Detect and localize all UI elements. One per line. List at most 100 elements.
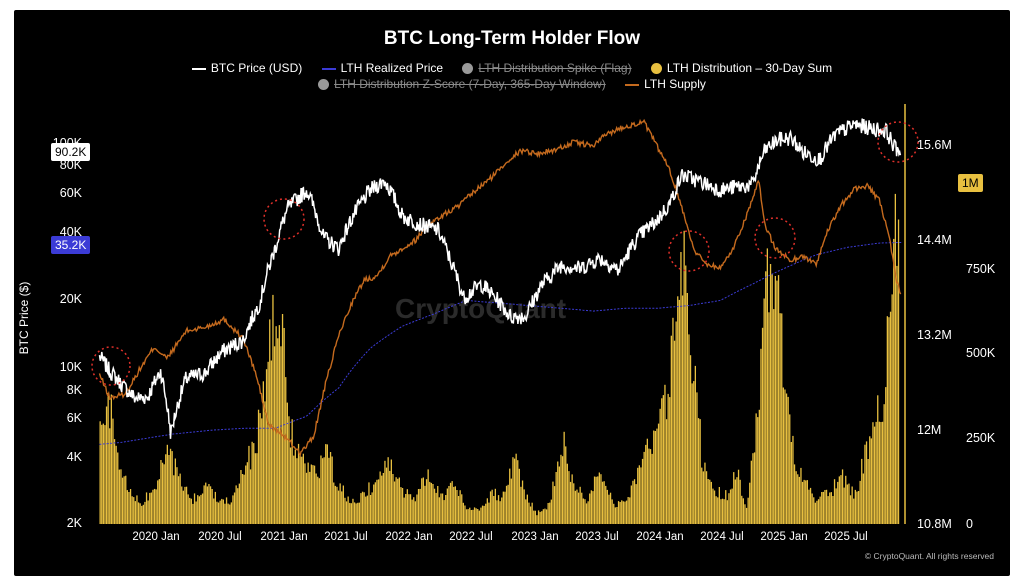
distribution-bar	[598, 472, 600, 524]
distribution-bar	[181, 486, 183, 524]
distribution-bar	[331, 456, 333, 524]
y-tick-10k: 10K	[59, 360, 82, 374]
distribution-bar	[545, 509, 548, 524]
distribution-bar	[253, 443, 255, 524]
legend-item-lth-distribution-z-score[interactable]: LTH Distribution Z-Score (7-Day, 365-Day…	[318, 77, 606, 91]
distribution-bar	[328, 457, 330, 524]
distribution-bar	[424, 485, 426, 524]
distribution-bar	[221, 498, 223, 524]
distribution-bar	[534, 510, 536, 524]
distribution-bar	[265, 369, 268, 524]
distribution-bar	[638, 465, 640, 524]
distribution-bar	[603, 481, 605, 524]
distribution-bar	[309, 471, 311, 524]
distribution-bar	[541, 511, 543, 524]
distribution-bar	[350, 503, 352, 524]
distribution-bar	[533, 510, 535, 524]
distribution-bar	[329, 452, 332, 524]
distribution-bar	[773, 309, 775, 524]
distribution-bar	[368, 482, 370, 524]
distribution-bar	[753, 452, 756, 524]
legend-item-lth-realized-price[interactable]: LTH Realized Price	[321, 61, 443, 75]
distribution-bar	[486, 498, 488, 524]
distribution-bar	[894, 193, 896, 524]
distribution-bar	[654, 431, 656, 524]
y-tick-40k: 40K	[59, 225, 82, 239]
distribution-bar	[227, 503, 229, 524]
distribution-bar	[104, 425, 106, 524]
distribution-bar	[389, 470, 391, 524]
legend-row-1: BTC Price (USD) LTH Realized Price LTH D…	[0, 60, 1024, 75]
distribution-bar	[361, 491, 364, 524]
distribution-bar	[744, 504, 746, 524]
distribution-bar	[446, 488, 448, 524]
distribution-bar	[158, 479, 160, 524]
distribution-bar	[461, 494, 463, 524]
distribution-bar	[286, 402, 288, 524]
current-price-badge: 90.2K	[51, 143, 91, 161]
distribution-bar	[801, 481, 804, 524]
distribution-bar	[633, 479, 636, 524]
distribution-bar	[449, 482, 452, 524]
distribution-bar	[107, 392, 109, 524]
distribution-bar	[683, 230, 685, 525]
distribution-bar	[160, 460, 162, 524]
distribution-peak-marker-4	[754, 217, 796, 259]
distribution-bar	[454, 486, 456, 524]
distribution-bar	[701, 467, 703, 524]
distribution-bar	[859, 480, 861, 524]
distribution-bar	[841, 469, 844, 524]
distribution-bar	[680, 252, 682, 524]
distribution-bar	[117, 452, 119, 524]
distribution-bar	[737, 469, 740, 524]
distribution-bar	[360, 493, 362, 524]
distribution-bar	[280, 346, 282, 524]
distribution-bar	[237, 488, 239, 524]
distribution-bar	[281, 314, 284, 524]
distribution-bar	[870, 438, 872, 524]
legend-item-lth-distribution-30-day-sum[interactable]: LTH Distribution – 30-Day Sum	[650, 61, 832, 75]
y-tick-4k: 4K	[66, 450, 82, 464]
distribution-bar	[432, 484, 434, 524]
distribution-bar	[414, 501, 416, 524]
distribution-bar	[344, 497, 346, 524]
distribution-bar	[713, 490, 716, 524]
distribution-bar	[195, 501, 197, 524]
distribution-bar	[235, 485, 237, 524]
distribution-bar	[592, 491, 594, 524]
y-tick-2k: 2K	[66, 516, 82, 530]
distribution-bar	[278, 325, 280, 524]
distribution-bar	[459, 490, 461, 524]
distribution-bar	[553, 486, 556, 524]
distribution-bar	[885, 387, 887, 524]
distribution-bar	[312, 465, 314, 524]
distribution-bar	[245, 465, 247, 524]
legend-item-btc-price[interactable]: BTC Price (USD)	[191, 61, 302, 75]
distribution-bar	[529, 506, 532, 524]
distribution-bar	[587, 501, 589, 524]
distribution-bar	[206, 486, 208, 524]
distribution-bar	[672, 317, 674, 524]
distribution-bar	[563, 431, 565, 524]
distribution-bar	[624, 501, 626, 524]
distribution-bar	[232, 495, 234, 524]
distribution-bar	[520, 486, 522, 524]
distribution-bar	[211, 489, 213, 524]
distribution-bar	[867, 459, 869, 524]
distribution-bar	[793, 464, 796, 524]
distribution-bar	[579, 486, 581, 524]
distribution-bar	[192, 503, 194, 524]
distribution-peak-marker-1	[91, 346, 131, 386]
legend-item-lth-supply[interactable]: LTH Supply	[625, 77, 706, 91]
distribution-bar	[539, 511, 541, 524]
distribution-bar	[129, 489, 132, 524]
distribution-bar	[736, 477, 738, 524]
distribution-bar	[840, 475, 842, 524]
distribution-bar	[821, 492, 823, 524]
distribution-bar	[656, 428, 658, 524]
distribution-bar	[739, 479, 741, 524]
distribution-bar	[435, 492, 437, 524]
distribution-bar	[456, 490, 458, 524]
distribution-bar	[829, 492, 831, 524]
legend-item-lth-distribution-spike[interactable]: LTH Distribution Spike (Flag)	[462, 61, 632, 75]
